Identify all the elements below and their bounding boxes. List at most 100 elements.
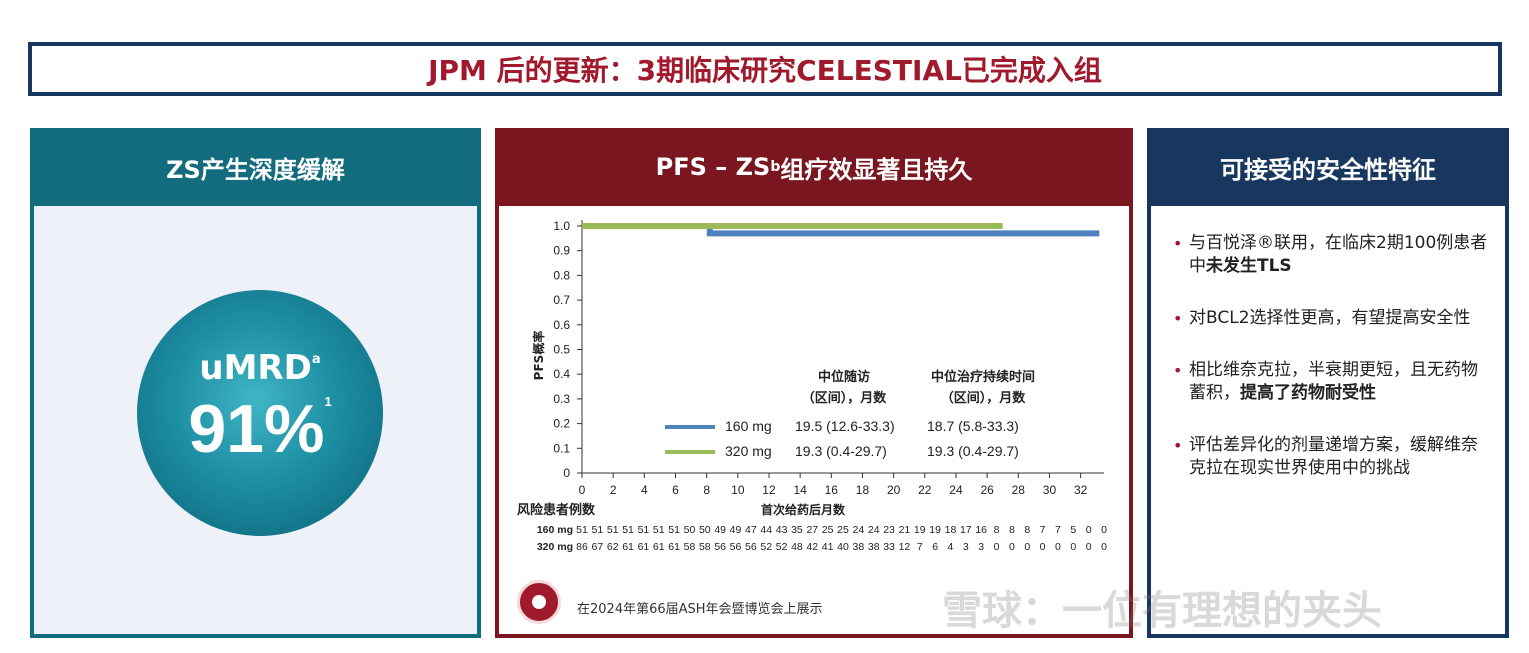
table-row-median-duration: 19.3 (0.4-29.7): [927, 443, 1019, 459]
safety-bullet-text: 对BCL2选择性更高，有望提高安全性: [1189, 308, 1471, 328]
risk-count: 51: [622, 524, 634, 536]
risk-count: 56: [714, 541, 726, 553]
risk-count: 16: [975, 524, 987, 536]
risk-count: 62: [607, 541, 619, 553]
risk-count: 56: [745, 541, 757, 553]
x-tick-label: 32: [1074, 483, 1088, 497]
risk-count: 0: [1101, 524, 1107, 536]
watermark-text: 雪球：一位有理想的夹头: [942, 588, 1382, 634]
table-row-label: 160 mg: [725, 418, 772, 434]
risk-count: 43: [776, 524, 788, 536]
risk-count: 7: [1040, 524, 1046, 536]
risk-count: 4: [948, 541, 954, 553]
risk-count: 8: [1009, 524, 1015, 536]
safety-bullet: 对BCL2选择性更高，有望提高安全性: [1173, 307, 1493, 330]
risk-count: 35: [791, 524, 803, 536]
risk-count: 18: [945, 524, 957, 536]
table-row-median-followup: 19.5 (12.6-33.3): [795, 418, 895, 434]
table-row-median-followup: 19.3 (0.4-29.7): [795, 443, 887, 459]
risk-count: 56: [730, 541, 742, 553]
risk-count: 52: [776, 541, 788, 553]
x-tick-label: 30: [1043, 483, 1057, 497]
umrd-value-text: 91%: [188, 391, 325, 467]
risk-count: 44: [760, 524, 772, 536]
risk-count: 0: [1009, 541, 1015, 553]
umrd-label-text: uMRD: [199, 348, 312, 388]
pfs-chart: 00.10.20.30.40.50.60.70.80.91.00 2 4 6 8 10 12…: [517, 219, 1107, 553]
risk-count: 42: [806, 541, 818, 553]
risk-count: 58: [684, 541, 696, 553]
ash-footer-note: 在2024年第66届ASH年会暨博览会上展示: [577, 602, 823, 617]
risk-count: 47: [745, 524, 757, 536]
y-tick-label: 0.1: [553, 441, 570, 455]
risk-count: 24: [868, 524, 880, 536]
x-tick-label: 8: [703, 483, 710, 497]
risk-count: 50: [684, 524, 696, 536]
title-banner: JPM 后的更新：3期临床研究CELESTIAL已完成入组: [28, 42, 1502, 96]
pfs-heading: PFS – ZS b 组疗效显著且持久: [495, 128, 1133, 206]
risk-count: 3: [963, 541, 969, 553]
risk-count: 0: [1040, 541, 1046, 553]
x-tick-label: 18: [856, 483, 870, 497]
deep-response-heading: ZS产生深度缓解: [30, 128, 481, 206]
x-tick-label: 16: [825, 483, 839, 497]
umrd-label-sup: a: [311, 352, 321, 367]
pfs-heading-suffix: 组疗效显著且持久: [780, 155, 973, 184]
x-tick-label: 26: [980, 483, 994, 497]
risk-count: 51: [653, 524, 665, 536]
risk-count: 49: [714, 524, 726, 536]
risk-count: 41: [822, 541, 834, 553]
risk-count: 25: [822, 524, 834, 536]
x-tick-label: 28: [1012, 483, 1026, 497]
y-tick-label: 0.2: [553, 417, 570, 431]
table-col2-header: （区间），月数: [941, 390, 1027, 406]
safety-bullet-bold: 提高了药物耐受性: [1240, 383, 1376, 403]
risk-count: 51: [668, 524, 680, 536]
x-tick-label: 2: [610, 483, 617, 497]
safety-heading: 可接受的安全性特征: [1147, 128, 1509, 206]
risk-count: 86: [576, 541, 588, 553]
safety-bullet: 评估差异化的剂量递增方案，缓解维奈克拉在现实世界使用中的挑战: [1173, 434, 1493, 480]
x-tick-label: 6: [672, 483, 679, 497]
deep-response-panel: ZS产生深度缓解 uMRDa 91%1: [30, 128, 481, 638]
risk-count: 23: [883, 524, 895, 536]
risk-count: 17: [960, 524, 972, 536]
y-tick-label: 0.8: [553, 268, 570, 282]
table-col1-header: 中位随访: [818, 369, 870, 385]
safety-panel: 可接受的安全性特征 与百悦泽®联用，在临床2期100例患者中未发生TLS 对BCL…: [1147, 128, 1509, 638]
risk-count: 67: [592, 541, 604, 553]
y-axis-title: PFS概率: [531, 331, 546, 381]
y-tick-label: 0.3: [553, 392, 570, 406]
safety-bullet-bold: 未发生TLS: [1206, 256, 1292, 276]
risk-count: 40: [837, 541, 849, 553]
risk-count: 19: [929, 524, 941, 536]
x-tick-label: 0: [579, 483, 586, 497]
risk-count: 27: [806, 524, 818, 536]
umrd-label: uMRDa: [137, 348, 383, 388]
y-tick-label: 0.4: [553, 367, 570, 381]
risk-table-header: 风险患者例数: [517, 502, 596, 518]
risk-count: 0: [1086, 524, 1092, 536]
risk-count: 38: [853, 541, 865, 553]
risk-count: 52: [760, 541, 772, 553]
x-tick-label: 14: [793, 483, 807, 497]
risk-count: 61: [622, 541, 634, 553]
table-col1-header: （区间），月数: [802, 390, 888, 406]
risk-count: 51: [638, 524, 650, 536]
risk-count: 61: [668, 541, 680, 553]
risk-count: 21: [899, 524, 911, 536]
risk-count: 0: [994, 541, 1000, 553]
y-tick-label: 0.5: [553, 343, 570, 357]
risk-count: 50: [699, 524, 711, 536]
x-tick-label: 22: [918, 483, 932, 497]
risk-count: 19: [914, 524, 926, 536]
risk-count: 48: [791, 541, 803, 553]
y-tick-label: 0.6: [553, 318, 570, 332]
pfs-heading-sup: b: [770, 159, 781, 175]
risk-row-label: 160 mg: [537, 524, 573, 536]
x-tick-label: 12: [762, 483, 776, 497]
risk-count: 49: [730, 524, 742, 536]
x-axis-title: 首次给药后月数: [761, 502, 846, 517]
x-tick-label: 20: [887, 483, 901, 497]
page-title: JPM 后的更新：3期临床研究CELESTIAL已完成入组: [428, 54, 1102, 87]
